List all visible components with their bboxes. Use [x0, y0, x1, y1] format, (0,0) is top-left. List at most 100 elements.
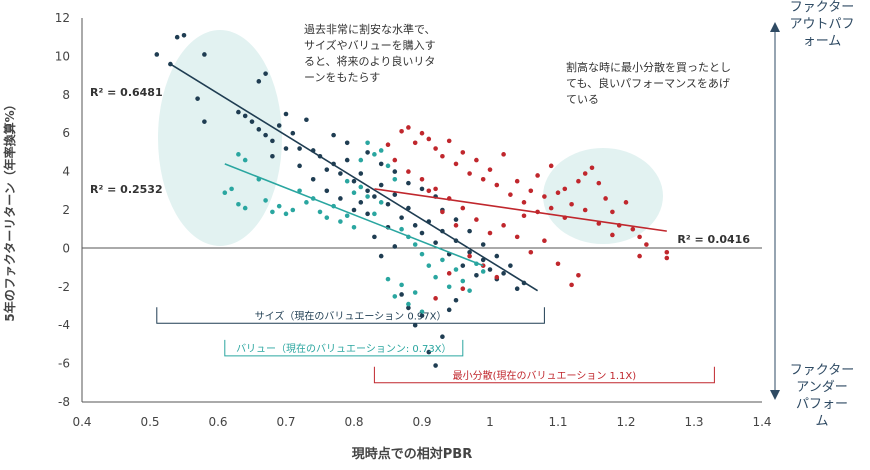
- data-point: [406, 125, 411, 130]
- y-tick-labels: 12 10 8 6 4 2 0 -2 -4 -6 -8: [55, 11, 70, 409]
- data-point: [222, 190, 228, 196]
- data-point: [412, 242, 418, 247]
- data-point: [317, 209, 323, 215]
- note-line: ファクター: [790, 0, 854, 15]
- data-point: [474, 272, 479, 278]
- data-point: [664, 255, 670, 261]
- bracket-label: バリュー（現在のバリュエーションン: 0.73X）: [236, 343, 451, 355]
- bracket-line: [373, 366, 715, 384]
- data-point: [501, 152, 506, 157]
- data-point: [508, 263, 513, 268]
- data-point: [399, 128, 404, 134]
- x-tick-label: 1.1: [548, 415, 567, 429]
- arrow-up-icon: [770, 22, 780, 32]
- data-point: [555, 261, 561, 267]
- data-point: [419, 176, 425, 182]
- data-point: [521, 213, 527, 219]
- data-point: [603, 196, 608, 201]
- data-point: [501, 271, 506, 276]
- data-point: [338, 171, 343, 176]
- data-point: [542, 194, 547, 199]
- data-point: [460, 278, 466, 284]
- data-point: [440, 257, 445, 263]
- note-line: アンダー: [796, 380, 847, 395]
- data-point: [392, 244, 398, 249]
- x-tick-label: 1: [486, 415, 494, 429]
- data-point: [358, 157, 364, 163]
- data-point: [419, 186, 425, 192]
- data-point: [283, 111, 289, 117]
- note-line: ると、将来のより良いリタ: [304, 54, 435, 68]
- data-point: [249, 119, 255, 124]
- data-point: [480, 176, 486, 182]
- y-tick-label: -4: [58, 318, 70, 332]
- data-point: [480, 242, 486, 247]
- data-point: [229, 186, 234, 192]
- data-point: [433, 363, 438, 368]
- data-point: [569, 282, 574, 288]
- data-point: [453, 297, 459, 303]
- data-point: [324, 167, 330, 172]
- data-point: [426, 188, 432, 194]
- data-point: [290, 207, 296, 213]
- data-point: [310, 176, 316, 182]
- data-point: [440, 153, 445, 159]
- valuation-brackets: サイズ（現在のバリュエーション 0.97X） バリュー（現在のバリュエーションン:…: [156, 307, 715, 384]
- trend-line: [224, 163, 484, 267]
- data-point: [433, 146, 438, 151]
- y-tick-label: 6: [62, 126, 70, 140]
- data-point: [297, 188, 302, 194]
- data-point: [202, 52, 207, 57]
- data-point: [365, 150, 370, 155]
- data-point: [555, 190, 561, 196]
- x-tick-labels: 0.4 0.5 0.6 0.7 0.8 0.9 1 1.1 1.2 1.3 1.4: [72, 415, 771, 429]
- data-point: [562, 186, 568, 192]
- data-point: [256, 127, 262, 132]
- data-point: [433, 186, 438, 192]
- data-point: [623, 200, 629, 205]
- data-point: [535, 173, 540, 178]
- note-line: ファクター: [790, 363, 854, 378]
- data-point: [344, 178, 350, 184]
- data-point: [514, 234, 520, 240]
- data-point: [453, 217, 459, 222]
- data-point: [664, 249, 670, 255]
- data-point: [202, 119, 207, 124]
- data-point: [236, 152, 241, 157]
- data-point: [304, 117, 309, 123]
- data-point: [440, 209, 445, 215]
- note-line: アウトパフ: [789, 17, 854, 32]
- data-point: [365, 188, 370, 194]
- data-point: [419, 130, 425, 136]
- data-point: [542, 238, 547, 244]
- data-point: [494, 253, 500, 259]
- data-point: [365, 194, 370, 199]
- data-point: [406, 169, 411, 174]
- data-point: [521, 200, 527, 205]
- data-point: [610, 209, 615, 215]
- data-point: [494, 182, 500, 188]
- data-point: [426, 349, 432, 355]
- note-line: ム: [815, 414, 828, 429]
- data-point: [406, 205, 411, 211]
- data-point: [412, 140, 418, 146]
- data-point: [270, 153, 275, 159]
- data-point: [440, 334, 445, 340]
- r2-labels: R² = 0.6481 R² = 0.2532 R² = 0.0416: [90, 86, 750, 246]
- data-point: [358, 171, 364, 176]
- data-point: [242, 113, 248, 119]
- data-point: [474, 157, 479, 163]
- x-tick-label: 1.2: [616, 415, 635, 429]
- data-point: [378, 200, 384, 205]
- data-point: [528, 249, 534, 255]
- bracket-label: サイズ（現在のバリュエーション 0.97X）: [255, 309, 447, 322]
- x-tick-label: 0.5: [140, 415, 159, 429]
- y-tick-label: 8: [62, 88, 70, 102]
- data-point: [412, 223, 418, 228]
- note-line: 割高な時に最小分散を買ったとし: [566, 60, 731, 74]
- x-tick-label: 0.6: [208, 415, 227, 429]
- data-point: [270, 209, 275, 215]
- bracket-line: [224, 339, 464, 357]
- data-point: [358, 184, 364, 190]
